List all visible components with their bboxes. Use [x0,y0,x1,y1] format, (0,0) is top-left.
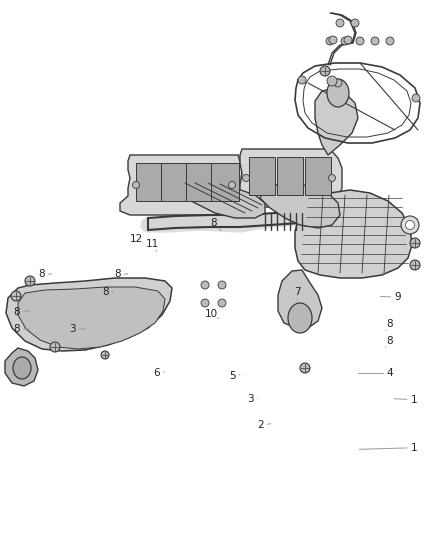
Circle shape [334,79,342,87]
Polygon shape [5,348,38,386]
Ellipse shape [288,303,312,333]
Circle shape [329,36,337,44]
Circle shape [201,299,209,307]
Polygon shape [161,163,189,201]
Ellipse shape [13,357,31,379]
Text: 12: 12 [130,234,143,244]
Circle shape [326,37,334,45]
Text: 7: 7 [294,287,301,297]
Polygon shape [120,155,242,215]
Polygon shape [165,181,265,218]
Polygon shape [249,157,275,195]
Circle shape [320,66,330,76]
Circle shape [243,174,250,182]
Circle shape [356,37,364,45]
Text: 3: 3 [69,325,76,334]
Circle shape [218,281,226,289]
Polygon shape [148,211,360,268]
Text: 11: 11 [146,239,159,249]
Circle shape [25,276,35,286]
Polygon shape [232,149,342,208]
Circle shape [386,37,394,45]
Ellipse shape [327,79,349,107]
Polygon shape [305,157,331,195]
Circle shape [341,37,349,45]
Circle shape [218,299,226,307]
Text: 8: 8 [102,287,109,297]
Polygon shape [18,287,165,349]
Circle shape [201,281,209,289]
Text: 8: 8 [386,319,393,329]
Text: 9: 9 [394,293,401,302]
Circle shape [298,76,306,84]
Circle shape [344,36,352,44]
Circle shape [336,19,344,27]
Circle shape [410,238,420,248]
Circle shape [406,221,414,230]
Text: 2: 2 [257,421,264,430]
Circle shape [351,19,359,27]
Circle shape [328,174,336,182]
Circle shape [11,291,21,301]
Circle shape [300,363,310,373]
Polygon shape [186,163,214,201]
Text: 5: 5 [229,371,236,381]
Text: 1: 1 [410,395,417,405]
Circle shape [410,260,420,270]
Text: 1: 1 [410,443,417,453]
Polygon shape [278,270,322,328]
Circle shape [371,37,379,45]
Text: 10: 10 [205,310,218,319]
Polygon shape [260,183,340,228]
Circle shape [101,351,109,359]
Polygon shape [211,163,239,201]
Circle shape [50,342,60,352]
Text: 3: 3 [247,394,254,403]
Circle shape [327,76,337,86]
Polygon shape [136,163,164,201]
Text: 8: 8 [114,270,121,279]
Text: 8: 8 [386,336,393,346]
Text: 8: 8 [13,325,20,334]
Polygon shape [315,88,358,155]
Circle shape [229,182,236,189]
Circle shape [401,216,419,234]
Polygon shape [295,190,412,278]
Text: 6: 6 [153,368,160,378]
Polygon shape [6,278,172,351]
Text: 4: 4 [386,368,393,378]
Text: 8: 8 [210,218,217,228]
Circle shape [412,94,420,102]
Circle shape [133,182,139,189]
Text: 8: 8 [13,307,20,317]
Polygon shape [277,157,303,195]
Text: 8: 8 [38,270,45,279]
